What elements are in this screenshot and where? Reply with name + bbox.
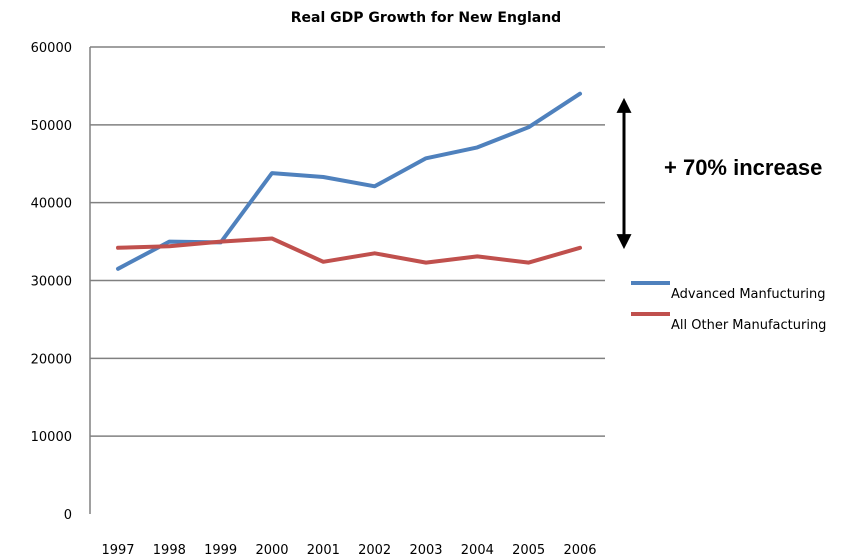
data-point bbox=[271, 172, 273, 174]
y-axis-ticks: 0 10000 20000 30000 40000 50000 60000 bbox=[31, 41, 72, 523]
legend: Advanced Manfucturing All Other Manufactu… bbox=[631, 281, 826, 333]
series-group bbox=[116, 91, 582, 271]
x-axis-ticks: 1997 1998 1999 2000 2001 2002 2003 2004 2005 2006 bbox=[101, 543, 596, 558]
x-tick-label: 2001 bbox=[307, 543, 340, 558]
series-line-1 bbox=[116, 91, 582, 271]
increase-annotation: + 70% increase bbox=[616, 97, 822, 250]
y-tick-label: 40000 bbox=[31, 197, 72, 212]
x-tick-label: 2005 bbox=[512, 543, 545, 558]
data-point bbox=[168, 245, 171, 248]
annotation-text: + 70% increase bbox=[664, 155, 822, 180]
data-point bbox=[527, 261, 530, 264]
gridlines bbox=[90, 46, 605, 437]
y-tick-label: 20000 bbox=[31, 352, 72, 367]
data-point bbox=[425, 157, 427, 160]
x-tick-label: 2004 bbox=[461, 543, 494, 558]
data-point bbox=[271, 237, 273, 240]
data-point bbox=[168, 240, 171, 243]
data-point bbox=[219, 240, 222, 243]
y-tick-label: 10000 bbox=[31, 430, 72, 445]
data-point bbox=[373, 252, 376, 255]
data-point bbox=[476, 146, 479, 149]
data-point bbox=[476, 255, 479, 258]
data-point bbox=[579, 247, 581, 249]
x-tick-label: 1997 bbox=[101, 543, 134, 558]
x-tick-label: 1999 bbox=[204, 543, 237, 558]
y-tick-label: 30000 bbox=[31, 275, 72, 290]
data-point bbox=[117, 268, 119, 270]
series-line-2 bbox=[116, 236, 582, 265]
x-tick-label: 2000 bbox=[255, 543, 288, 558]
data-point bbox=[579, 92, 581, 95]
data-point bbox=[322, 261, 325, 263]
data-point bbox=[373, 185, 376, 188]
legend-label: All Other Manufacturing bbox=[671, 318, 826, 333]
legend-label: Advanced Manfucturing bbox=[671, 287, 826, 302]
y-tick-label: 50000 bbox=[31, 119, 72, 134]
y-tick-label: 0 bbox=[64, 508, 72, 523]
x-tick-label: 2003 bbox=[409, 543, 442, 558]
x-tick-label: 1998 bbox=[153, 543, 186, 558]
data-point bbox=[425, 261, 427, 264]
x-tick-label: 2006 bbox=[563, 543, 596, 558]
x-tick-label: 2002 bbox=[358, 543, 391, 558]
data-point bbox=[117, 247, 119, 249]
data-point bbox=[322, 176, 325, 178]
data-point bbox=[527, 126, 530, 128]
chart-title: Real GDP Growth for New England bbox=[291, 10, 561, 26]
y-tick-label: 60000 bbox=[31, 41, 72, 56]
